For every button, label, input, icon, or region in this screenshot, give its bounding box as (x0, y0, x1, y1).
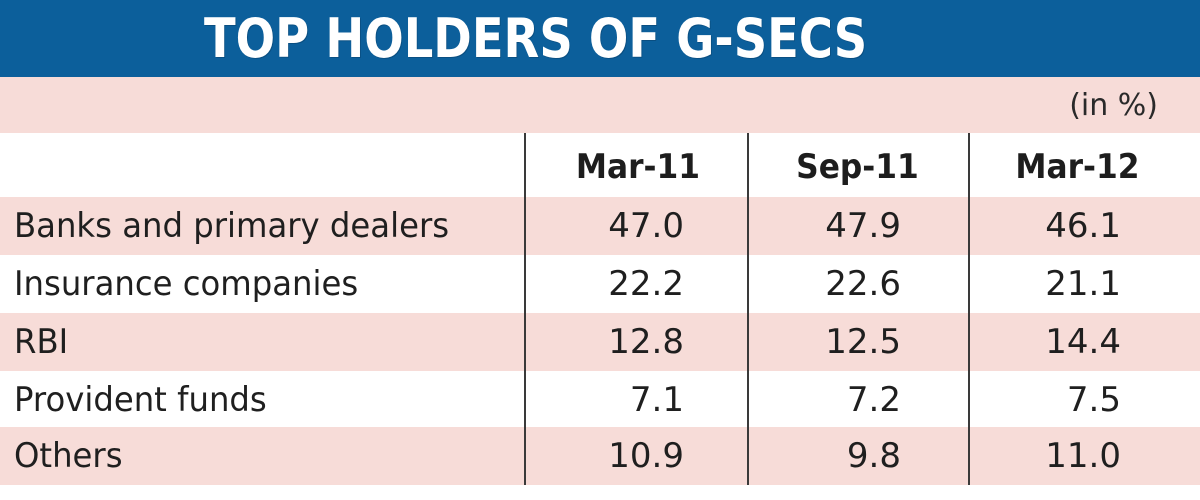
unit-label: (in %) (1069, 88, 1158, 123)
row-label: RBI (14, 322, 69, 362)
column-header-mar-11: Mar-11 (575, 147, 701, 187)
table-row: Provident funds 7.1 7.2 7.5 (0, 371, 1200, 429)
column-divider (524, 133, 526, 485)
table-cell: 14.4 (1045, 322, 1121, 362)
table-cell: 12.5 (825, 322, 901, 362)
row-label: Provident funds (14, 380, 267, 420)
table-cell: 12.8 (608, 322, 684, 362)
table-row: Banks and primary dealers 47.0 47.9 46.1 (0, 197, 1200, 255)
table-row: RBI 12.8 12.5 14.4 (0, 313, 1200, 371)
table-cell: 47.9 (825, 206, 901, 246)
title-bar: TOP HOLDERS OF G-SECS (0, 0, 1200, 77)
chart-title: TOP HOLDERS OF G-SECS (204, 7, 868, 70)
table-cell: 7.1 (629, 380, 684, 420)
column-header-row: Mar-11 Sep-11 Mar-12 (0, 133, 1200, 197)
column-divider (968, 133, 970, 485)
table-cell: 47.0 (608, 206, 684, 246)
table-row: Insurance companies 22.2 22.6 21.1 (0, 255, 1200, 313)
row-label: Insurance companies (14, 264, 359, 304)
column-header-mar-12: Mar-12 (1015, 147, 1140, 187)
table-cell: 46.1 (1045, 206, 1121, 246)
unit-row: (in %) (0, 77, 1200, 133)
table-cell: 22.6 (825, 264, 901, 304)
row-label: Banks and primary dealers (14, 206, 450, 246)
table-cell: 7.5 (1066, 380, 1121, 420)
table-cell: 7.2 (846, 380, 901, 420)
table-cell: 11.0 (1045, 436, 1121, 476)
column-header-sep-11: Sep-11 (796, 147, 919, 187)
table-cell: 21.1 (1045, 264, 1121, 304)
table-cell: 10.9 (608, 436, 684, 476)
row-label: Others (14, 436, 123, 476)
table-cell: 9.8 (846, 436, 901, 476)
column-divider (747, 133, 749, 485)
table-row: Others 10.9 9.8 11.0 (0, 427, 1200, 485)
table-cell: 22.2 (608, 264, 684, 304)
